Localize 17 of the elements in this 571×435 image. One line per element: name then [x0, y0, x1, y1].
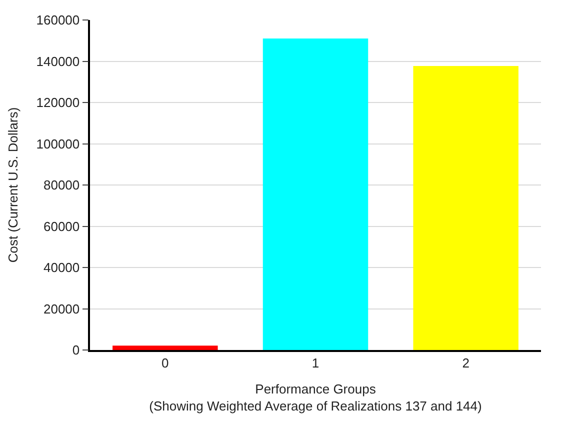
- y-tick-label: 60000: [43, 218, 80, 234]
- x-tick-label: 0: [162, 355, 169, 370]
- y-tick-label: 0: [72, 342, 80, 358]
- bar: [262, 38, 368, 350]
- y-tick-label: 40000: [43, 260, 80, 276]
- y-tick-label: 100000: [36, 136, 80, 152]
- x-tick-label: 1: [312, 355, 320, 370]
- y-tick-label: 20000: [43, 301, 80, 316]
- y-tick-label: 140000: [36, 54, 80, 69]
- x-tick-label: 2: [462, 355, 470, 370]
- y-tick-label: 120000: [36, 95, 80, 110]
- x-axis-title: Performance Groups (Showing Weighted Average of Realizations 137 and 144): [149, 381, 482, 414]
- y-tick-label: 160000: [36, 12, 80, 28]
- y-axis-title: Cost (Current U.S. Dollars): [6, 107, 21, 263]
- y-tick-label: 80000: [43, 178, 80, 193]
- bar: [112, 346, 218, 350]
- bar: [413, 66, 518, 350]
